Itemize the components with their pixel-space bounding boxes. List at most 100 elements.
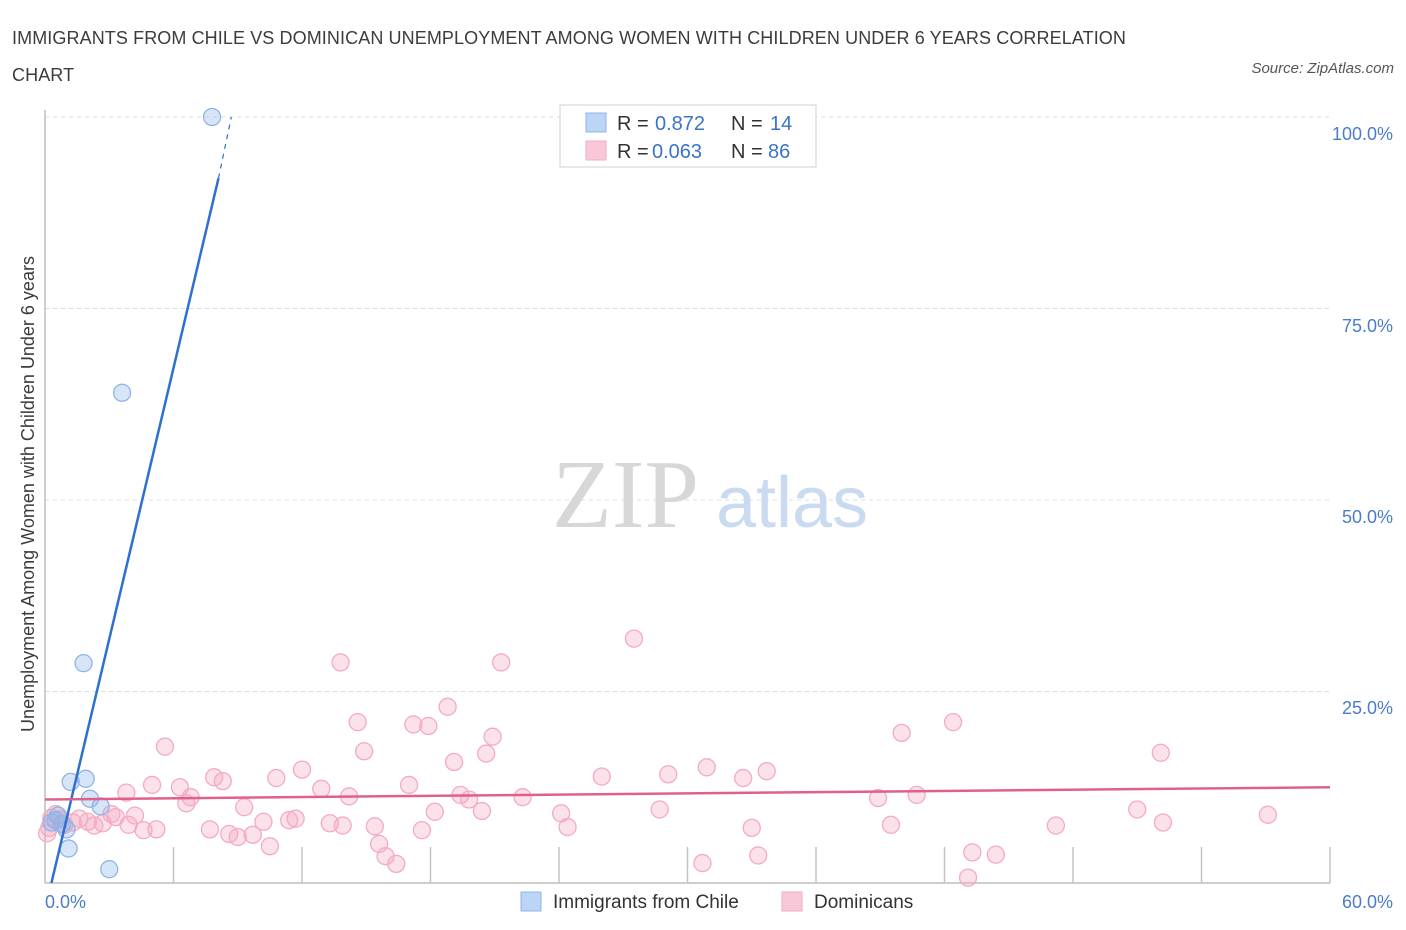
dominican-point xyxy=(254,812,273,831)
legend-n-value-chile: 14 xyxy=(770,113,792,135)
stats-legend: R = 0.872 N = 14 R = 0.063 N = 86 xyxy=(559,104,817,168)
dominican-point xyxy=(438,697,457,716)
dominican-point xyxy=(404,715,423,734)
chart-title: IMMIGRANTS FROM CHILE VS DOMINICAN UNEMP… xyxy=(12,28,1126,85)
chile-point xyxy=(112,383,132,402)
chile-trend-extension xyxy=(217,116,232,179)
dominican-point xyxy=(117,783,136,802)
dominican-point xyxy=(286,809,305,828)
dominican-point xyxy=(333,816,352,835)
dominicans-trend-line xyxy=(44,786,1331,801)
gridlines xyxy=(45,116,1330,692)
legend-swatch-chile xyxy=(585,112,607,133)
dominican-point xyxy=(419,716,438,736)
dominican-point xyxy=(292,760,312,779)
legend-r-label-dominicans: R = xyxy=(617,141,649,163)
dominican-point xyxy=(279,811,299,830)
legend-n-value-dominicans: 86 xyxy=(768,141,790,163)
dominicans-points xyxy=(37,629,1278,887)
legend-n-label-chile: N = xyxy=(731,113,763,135)
dominican-point xyxy=(134,820,153,840)
legend-r-label-chile: R = xyxy=(617,113,649,135)
dominican-point xyxy=(1046,816,1066,835)
dominican-point xyxy=(399,775,419,795)
dominican-point xyxy=(492,653,511,672)
legend-n-label-dominicans: N = xyxy=(731,141,763,163)
dominican-point xyxy=(444,752,464,772)
dominican-point xyxy=(558,817,577,837)
dominican-point xyxy=(472,801,492,821)
dominican-point xyxy=(387,854,406,873)
dominican-point xyxy=(477,744,496,763)
dominican-point xyxy=(624,629,644,648)
dominican-point xyxy=(200,820,220,839)
series-legend-swatch-chile xyxy=(520,891,542,912)
dominican-point xyxy=(243,825,262,844)
chile-trend-line xyxy=(50,177,220,884)
series-legend: Immigrants from Chile Dominicans xyxy=(520,891,913,913)
dominican-point xyxy=(907,785,926,805)
chile-point xyxy=(100,860,119,879)
dominican-point xyxy=(228,827,247,847)
dominican-point xyxy=(892,723,911,743)
dominican-point xyxy=(659,765,678,784)
dominican-point xyxy=(142,775,162,795)
dominican-point xyxy=(734,768,753,788)
x-tick-label-max: 60.0% xyxy=(1342,892,1393,912)
dominican-point xyxy=(365,817,384,836)
x-ticks xyxy=(172,847,1331,883)
dominican-point xyxy=(697,758,716,777)
watermark-zip: ZIP xyxy=(552,441,699,549)
dominican-point xyxy=(881,815,901,834)
dominican-point xyxy=(958,868,978,887)
dominican-point xyxy=(260,837,280,856)
chile-points xyxy=(42,107,222,879)
dominican-point xyxy=(147,820,166,839)
dominican-point xyxy=(943,712,963,732)
chile-point xyxy=(74,654,93,673)
chile-point xyxy=(76,769,95,788)
dominican-point xyxy=(348,712,367,732)
dominican-point xyxy=(483,727,502,746)
dominican-point xyxy=(868,788,888,808)
legend-swatch-dominicans xyxy=(585,140,607,161)
dominican-point xyxy=(354,742,374,761)
series-legend-label-chile: Immigrants from Chile xyxy=(553,892,739,913)
dominican-point xyxy=(1258,805,1278,824)
dominican-point xyxy=(749,846,768,865)
y-tick-label-50: 50.0% xyxy=(1342,507,1393,527)
y-axis-label: Unemployment Among Women with Children U… xyxy=(18,256,38,732)
dominican-point xyxy=(155,737,175,756)
dominican-point xyxy=(513,788,532,807)
dominican-point xyxy=(963,843,982,862)
dominican-point xyxy=(412,820,432,840)
dominican-point xyxy=(267,768,286,788)
series-legend-swatch-dominicans xyxy=(781,891,803,912)
y-tick-label-100: 100.0% xyxy=(1332,124,1393,144)
chile-point xyxy=(59,839,78,858)
legend-r-value-chile: 0.872 xyxy=(655,113,705,135)
chile-point xyxy=(202,107,222,127)
dominican-point xyxy=(986,845,1006,864)
legend-r-value-dominicans: 0.063 xyxy=(652,141,702,163)
dominican-point xyxy=(213,771,232,791)
dominican-point xyxy=(425,802,444,821)
dominican-point xyxy=(650,800,669,819)
dominican-point xyxy=(205,768,224,787)
source-credit: Source: ZipAtlas.com xyxy=(1251,60,1394,77)
watermark-atlas: atlas xyxy=(716,463,868,543)
dominican-point xyxy=(1153,813,1173,832)
dominican-point xyxy=(235,798,254,817)
dominican-point xyxy=(693,853,712,873)
series-legend-label-dominicans: Dominicans xyxy=(814,892,913,913)
y-tick-label-25: 25.0% xyxy=(1342,698,1393,718)
dominican-point xyxy=(757,762,776,781)
dominican-point xyxy=(592,767,611,786)
dominican-point xyxy=(1128,800,1147,819)
chile-point xyxy=(91,797,110,816)
dominican-point xyxy=(125,806,145,825)
y-tick-label-75: 75.0% xyxy=(1342,316,1393,336)
dominican-point xyxy=(312,779,331,798)
chile-point xyxy=(42,813,61,832)
